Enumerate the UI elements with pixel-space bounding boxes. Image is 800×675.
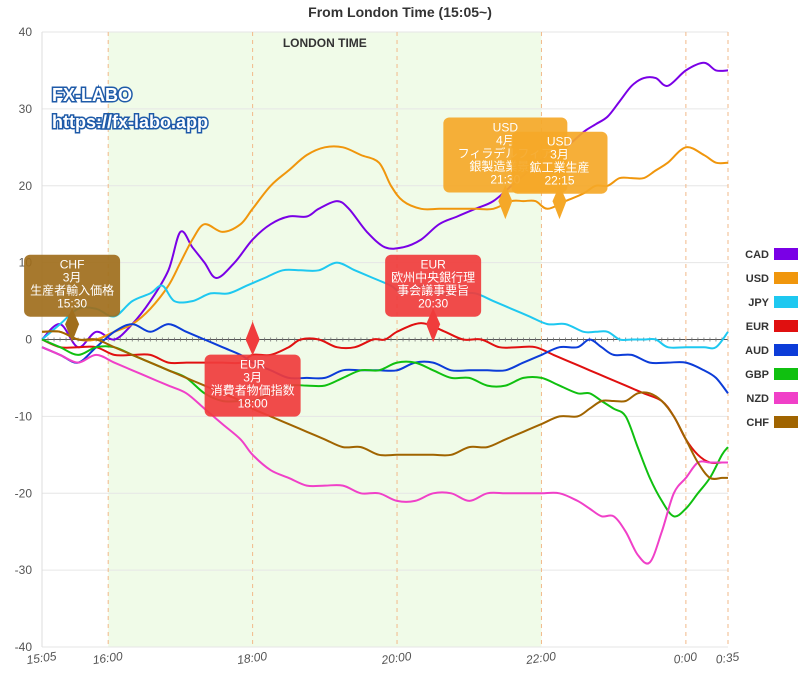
event-text: 事会議事要旨 <box>397 284 469 298</box>
legend-label: CAD <box>745 249 769 261</box>
event-text: 20:30 <box>418 297 448 311</box>
legend-swatch <box>774 320 798 332</box>
legend-item-usd: USD <box>746 272 798 285</box>
event-text: 鉱工業生産 <box>530 160 590 175</box>
x-tick-label: 16:00 <box>92 649 124 667</box>
event-text: EUR <box>420 258 446 272</box>
legend-label: NZD <box>746 393 769 405</box>
x-tick-label: 22:00 <box>524 649 557 667</box>
legend-swatch <box>774 344 798 356</box>
series-line-usd <box>41 145 729 342</box>
series-lines <box>41 61 729 565</box>
legend-swatch <box>774 368 798 380</box>
event-box <box>204 354 301 417</box>
brand-name: FX-LABO <box>52 85 132 105</box>
legend-swatch <box>774 296 798 308</box>
legend-item-aud: AUD <box>745 344 798 357</box>
legend-label: AUD <box>745 345 769 357</box>
series-line-chf <box>41 330 728 480</box>
chart-title: From London Time (15:05~) <box>308 4 492 20</box>
event-text: CHF <box>60 258 85 272</box>
series-line-cad <box>41 61 729 349</box>
legend-swatch <box>774 392 798 404</box>
legend-label: EUR <box>746 321 769 333</box>
event-arrow <box>498 185 513 220</box>
event-text: USD <box>547 135 573 149</box>
legend-label: JPY <box>748 297 769 309</box>
y-tick-label: -20 <box>15 486 33 500</box>
legend-swatch <box>774 272 798 284</box>
y-tick-label: 30 <box>19 102 33 116</box>
event-box <box>511 131 608 194</box>
y-tick-label: 20 <box>19 179 33 193</box>
y-tick-label: -30 <box>15 563 33 577</box>
brand-url: https://fx-labo.app <box>52 112 208 132</box>
event-text: 3月 <box>243 371 262 385</box>
brand-watermark: FX-LABO https://fx-labo.app <box>51 84 210 134</box>
legend-item-nzd: NZD <box>746 392 798 405</box>
london-time-label: LONDON TIME <box>283 36 367 50</box>
series-line-nzd <box>41 346 728 565</box>
event-text: 欧州中央銀行理 <box>391 270 475 285</box>
event-arrow <box>245 321 260 356</box>
legend-swatch <box>774 248 798 260</box>
x-tick-label: 15:05 <box>26 649 58 667</box>
event-text: 22:15 <box>544 174 574 188</box>
y-tick-label: 40 <box>19 25 33 39</box>
event-box <box>24 254 121 317</box>
legend-item-chf: CHF <box>746 416 798 429</box>
legend-label: CHF <box>746 417 769 429</box>
event-text: 消費者物価指数 <box>211 383 295 398</box>
x-tick-label: 0:35 <box>715 649 740 666</box>
legend-swatch <box>774 416 798 428</box>
x-tick-label: 18:00 <box>236 649 268 667</box>
x-tick-label: 0:00 <box>673 649 698 666</box>
event-box <box>385 254 482 317</box>
event-text: 3月 <box>550 148 569 162</box>
y-tick-label: -10 <box>15 409 33 423</box>
event-text: EUR <box>240 358 266 372</box>
event-text: 15:30 <box>57 297 87 311</box>
y-tick-label: -40 <box>15 640 33 654</box>
x-tick-label: 20:00 <box>380 649 413 667</box>
event-text: 4月 <box>496 134 515 148</box>
event-text: 3月 <box>63 271 82 285</box>
event-text: 生産者輸入価格 <box>30 283 114 298</box>
series-line-aud <box>41 323 729 394</box>
legend: CAD USD JPY EUR AUD GBP NZD CHF <box>745 248 798 429</box>
legend-label: USD <box>746 273 769 285</box>
y-tick-label: 0 <box>25 333 32 347</box>
event-markers: CHF3月生産者輸入価格15:30EUR3月消費者物価指数18:00EUR欧州中… <box>24 117 608 417</box>
event-text: 18:00 <box>238 397 268 411</box>
legend-item-gbp: GBP <box>745 368 798 381</box>
legend-item-jpy: JPY <box>748 296 798 309</box>
legend-item-eur: EUR <box>746 320 798 333</box>
legend-label: GBP <box>745 369 769 381</box>
x-axis: 15:05 16:00 18:00 20:00 22:00 0:00 0:35 <box>26 649 741 667</box>
legend-item-cad: CAD <box>745 248 798 261</box>
event-text: USD <box>493 121 519 135</box>
